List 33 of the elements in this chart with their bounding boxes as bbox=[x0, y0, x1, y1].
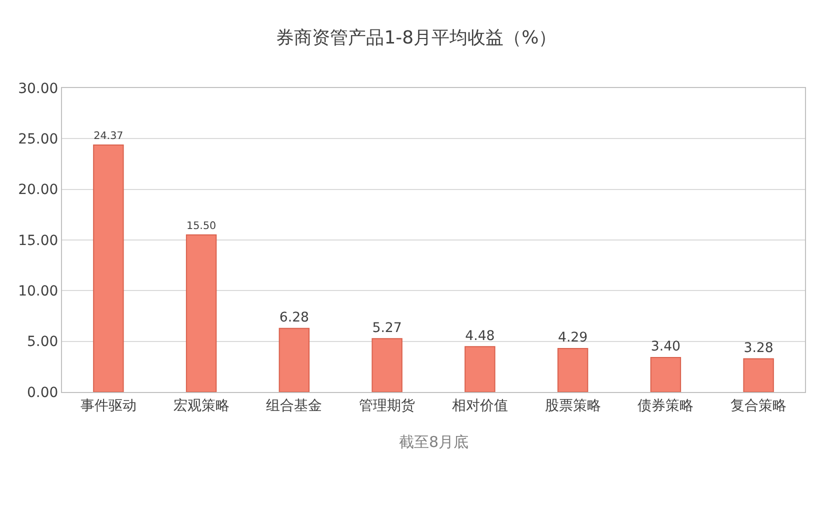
y-tick-label: 20.00 bbox=[18, 182, 58, 198]
y-tick-label: 0.00 bbox=[27, 384, 58, 401]
bar bbox=[93, 144, 124, 392]
bar bbox=[743, 358, 774, 392]
x-tick-label: 组合基金 bbox=[266, 398, 322, 414]
bar bbox=[557, 348, 588, 392]
bar bbox=[372, 338, 402, 392]
x-tick-label: 事件驱动 bbox=[80, 398, 136, 414]
y-tick-label: 5.00 bbox=[27, 334, 58, 350]
bar bbox=[650, 357, 682, 392]
x-tick-label: 相对价值 bbox=[452, 398, 508, 414]
data-label: 24.37 bbox=[94, 130, 124, 142]
x-tick-label: 债券策略 bbox=[638, 398, 694, 414]
y-tick-label: 30.00 bbox=[18, 80, 58, 97]
x-tick-label: 宏观策略 bbox=[173, 398, 230, 414]
data-label: 5.27 bbox=[372, 320, 402, 336]
y-tick-label: 15.00 bbox=[18, 232, 58, 249]
x-tick-label: 管理期货 bbox=[359, 398, 416, 414]
data-label: 15.50 bbox=[186, 220, 216, 232]
data-label: 3.28 bbox=[744, 340, 774, 356]
data-label: 4.29 bbox=[558, 330, 588, 346]
data-label: 3.40 bbox=[650, 340, 681, 355]
text: 截至8月底 bbox=[399, 433, 469, 451]
data-label: 6.28 bbox=[279, 310, 310, 326]
x-tick-label: 股票策略 bbox=[544, 398, 601, 414]
data-label: 4.48 bbox=[465, 328, 495, 344]
y-tick-label: 25.00 bbox=[18, 132, 58, 148]
x-tick-label: 复合策略 bbox=[730, 398, 787, 414]
bar bbox=[278, 328, 310, 392]
bar bbox=[464, 346, 496, 392]
bar bbox=[186, 234, 217, 392]
chart-title: 券商资管产品1-8月平均收益（%） bbox=[276, 27, 557, 48]
y-tick-label: 10.00 bbox=[18, 284, 58, 300]
